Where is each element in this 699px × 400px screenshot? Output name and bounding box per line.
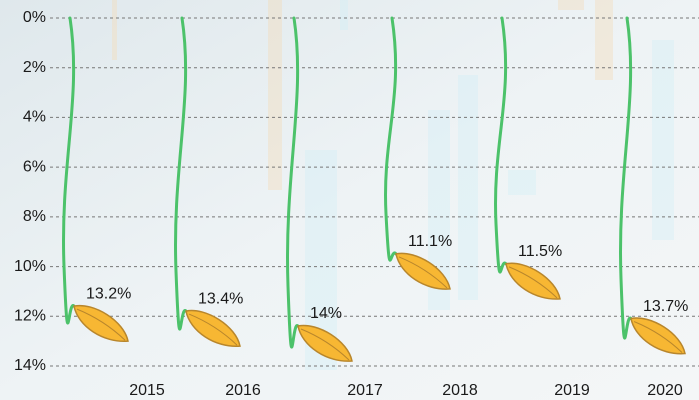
value-label: 14%: [310, 305, 342, 322]
x-tick-label: 2019: [554, 382, 590, 399]
y-tick-label: 14%: [14, 357, 46, 374]
x-tick-label: 2016: [225, 382, 261, 399]
y-tick-label: 4%: [23, 109, 46, 126]
chart: 0% 2% 4% 6% 8% 10% 12% 14% 13.2% 2015 13.4% 2016 14%…: [0, 0, 699, 400]
value-label: 13.7%: [643, 298, 688, 315]
y-tick-label: 10%: [14, 258, 46, 275]
value-label: 11.1%: [408, 233, 452, 250]
value-label: 11.5%: [518, 243, 562, 260]
background: [0, 0, 699, 400]
value-label: 13.4%: [198, 290, 243, 307]
value-label: 13.2%: [86, 285, 131, 302]
y-tick-label: 2%: [23, 59, 46, 76]
y-tick-label: 8%: [23, 208, 46, 225]
x-tick-label: 2015: [129, 382, 165, 399]
x-tick-label: 2017: [347, 382, 383, 399]
y-tick-label: 0%: [23, 9, 46, 26]
y-tick-label: 12%: [14, 308, 46, 325]
x-tick-label: 2020: [647, 382, 683, 399]
x-tick-label: 2018: [442, 382, 478, 399]
y-tick-label: 6%: [23, 158, 46, 175]
